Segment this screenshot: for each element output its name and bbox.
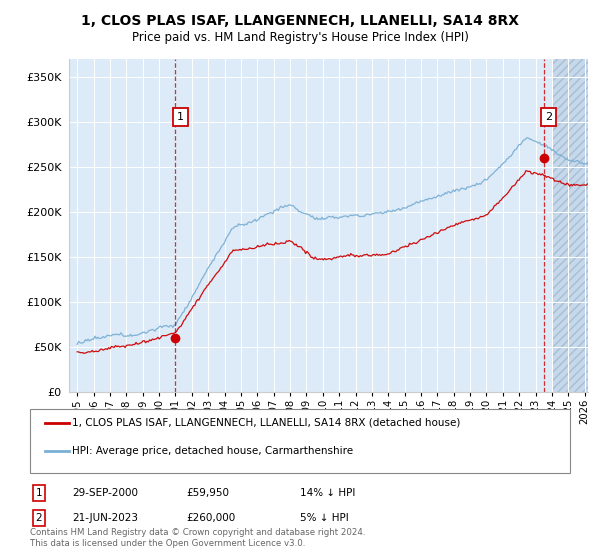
Text: 21-JUN-2023: 21-JUN-2023 [72, 513, 138, 523]
Text: Contains HM Land Registry data © Crown copyright and database right 2024.
This d: Contains HM Land Registry data © Crown c… [30, 528, 365, 548]
Text: 29-SEP-2000: 29-SEP-2000 [72, 488, 138, 498]
Text: £59,950: £59,950 [186, 488, 229, 498]
Bar [552, 59, 588, 392]
Text: 1: 1 [177, 113, 184, 122]
Text: 2: 2 [35, 513, 43, 523]
Text: HPI: Average price, detached house, Carmarthenshire: HPI: Average price, detached house, Carm… [72, 446, 353, 456]
Text: 14% ↓ HPI: 14% ↓ HPI [300, 488, 355, 498]
Text: 1, CLOS PLAS ISAF, LLANGENNECH, LLANELLI, SA14 8RX: 1, CLOS PLAS ISAF, LLANGENNECH, LLANELLI… [81, 14, 519, 28]
Text: 1, CLOS PLAS ISAF, LLANGENNECH, LLANELLI, SA14 8RX (detached house): 1, CLOS PLAS ISAF, LLANGENNECH, LLANELLI… [72, 418, 460, 428]
Text: Price paid vs. HM Land Registry's House Price Index (HPI): Price paid vs. HM Land Registry's House … [131, 31, 469, 44]
Bar [552, 59, 588, 392]
Text: 5% ↓ HPI: 5% ↓ HPI [300, 513, 349, 523]
Text: 1: 1 [35, 488, 43, 498]
Text: £260,000: £260,000 [186, 513, 235, 523]
Text: 2: 2 [545, 113, 552, 122]
